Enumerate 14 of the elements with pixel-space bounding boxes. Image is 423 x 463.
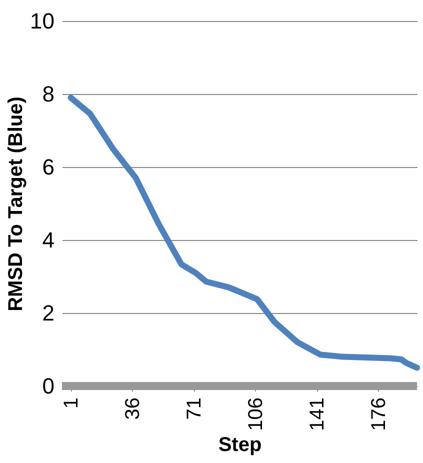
y-tick-label: 6 bbox=[42, 154, 54, 180]
x-tick-label: 141 bbox=[306, 398, 328, 431]
y-axis-title: RMSD To Target (Blue) bbox=[5, 96, 28, 312]
x-tick-label: 1 bbox=[60, 398, 82, 409]
x-tick-label: 176 bbox=[368, 398, 390, 431]
y-tick-label: 8 bbox=[42, 82, 54, 106]
y-tick-label: 4 bbox=[42, 228, 54, 252]
x-tick-label: 71 bbox=[183, 398, 206, 420]
x-tick-label: 36 bbox=[122, 398, 144, 420]
y-tick-label: 10 bbox=[30, 8, 54, 34]
x-axis-title: Step bbox=[218, 434, 262, 456]
x-tick-label: 106 bbox=[244, 398, 267, 431]
y-tick-label: 0 bbox=[42, 374, 54, 398]
y-tick-label: 2 bbox=[42, 300, 54, 326]
